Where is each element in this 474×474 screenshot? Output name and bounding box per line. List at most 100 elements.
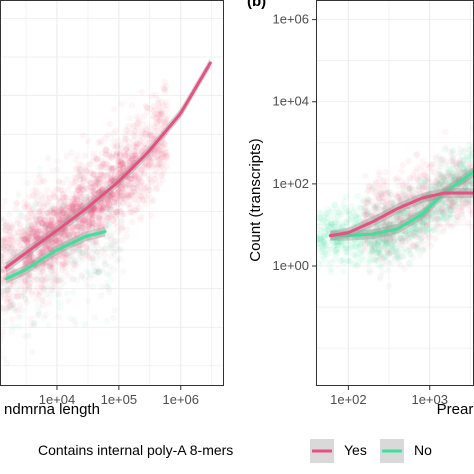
data-point	[120, 165, 127, 173]
data-point	[43, 274, 51, 282]
data-point	[323, 218, 331, 225]
data-point	[442, 146, 449, 153]
data-point	[107, 205, 114, 213]
data-point	[137, 178, 144, 185]
data-point	[449, 147, 456, 154]
data-point	[150, 112, 157, 120]
data-point	[447, 211, 454, 219]
data-point	[16, 235, 23, 242]
data-point	[82, 250, 89, 257]
data-point	[96, 176, 103, 183]
data-point	[363, 210, 371, 218]
data-point	[0, 294, 7, 302]
data-point	[2, 236, 10, 243]
data-point	[163, 105, 170, 113]
data-point	[57, 229, 65, 236]
data-point	[456, 156, 464, 164]
data-point	[35, 201, 42, 208]
data-point	[92, 180, 99, 187]
data-point	[454, 213, 461, 220]
data-point	[360, 208, 367, 216]
data-point	[67, 203, 74, 211]
data-point	[91, 267, 99, 275]
data-point	[449, 177, 457, 185]
data-point	[382, 218, 389, 226]
data-point	[57, 239, 64, 247]
data-point	[437, 207, 445, 214]
data-point	[45, 211, 52, 219]
data-point	[27, 253, 34, 261]
data-point	[29, 348, 36, 356]
data-point	[43, 209, 51, 217]
data-point	[116, 185, 124, 193]
data-point	[21, 203, 28, 210]
data-point	[448, 179, 455, 186]
data-point	[48, 268, 56, 275]
data-point	[440, 198, 448, 205]
data-point	[65, 297, 72, 304]
data-point	[381, 221, 388, 228]
data-point	[108, 166, 116, 173]
data-point	[51, 275, 58, 282]
data-point	[7, 251, 14, 259]
data-point	[468, 150, 474, 157]
data-point	[9, 267, 16, 274]
data-point	[73, 223, 80, 231]
data-point	[321, 224, 328, 231]
data-point	[465, 158, 473, 165]
data-point	[138, 148, 145, 155]
data-point	[59, 201, 67, 209]
data-point	[364, 208, 371, 215]
data-point	[112, 241, 120, 248]
data-point	[396, 190, 403, 198]
data-point	[129, 152, 136, 160]
data-point	[438, 200, 445, 208]
data-point	[157, 154, 164, 162]
data-point	[15, 323, 22, 330]
data-point	[331, 202, 339, 209]
data-point	[138, 148, 145, 155]
data-point	[7, 245, 14, 252]
data-point	[47, 255, 54, 262]
data-point	[122, 195, 129, 202]
data-point	[101, 199, 109, 206]
data-point	[332, 225, 339, 233]
data-point	[378, 239, 386, 246]
data-point	[64, 250, 71, 258]
data-point	[444, 165, 451, 172]
data-point	[369, 184, 376, 191]
data-point	[98, 163, 106, 171]
data-point	[156, 111, 164, 118]
data-point	[94, 155, 101, 162]
data-point	[107, 212, 114, 220]
data-point	[446, 172, 454, 180]
data-point	[334, 205, 341, 213]
data-point	[336, 209, 343, 216]
data-point	[366, 255, 373, 263]
data-point	[423, 218, 430, 226]
data-point	[61, 199, 68, 207]
data-point	[137, 181, 144, 189]
data-point	[67, 209, 74, 216]
data-point	[419, 218, 427, 226]
data-point	[126, 184, 134, 192]
data-point	[81, 224, 88, 231]
data-point	[42, 244, 49, 251]
x-tick-label: 1e+02	[330, 392, 367, 407]
data-point	[103, 233, 111, 240]
data-point	[53, 234, 60, 241]
data-point	[56, 232, 63, 240]
data-point	[94, 189, 102, 197]
data-point	[377, 224, 384, 232]
data-point	[70, 222, 77, 230]
data-point	[455, 200, 462, 207]
data-point	[26, 217, 33, 224]
data-point	[65, 232, 72, 239]
data-point	[449, 166, 457, 173]
data-point	[372, 257, 379, 264]
data-point	[74, 186, 82, 194]
data-point	[87, 210, 95, 217]
data-point	[402, 239, 409, 246]
data-point	[3, 360, 11, 367]
data-point	[13, 199, 21, 207]
